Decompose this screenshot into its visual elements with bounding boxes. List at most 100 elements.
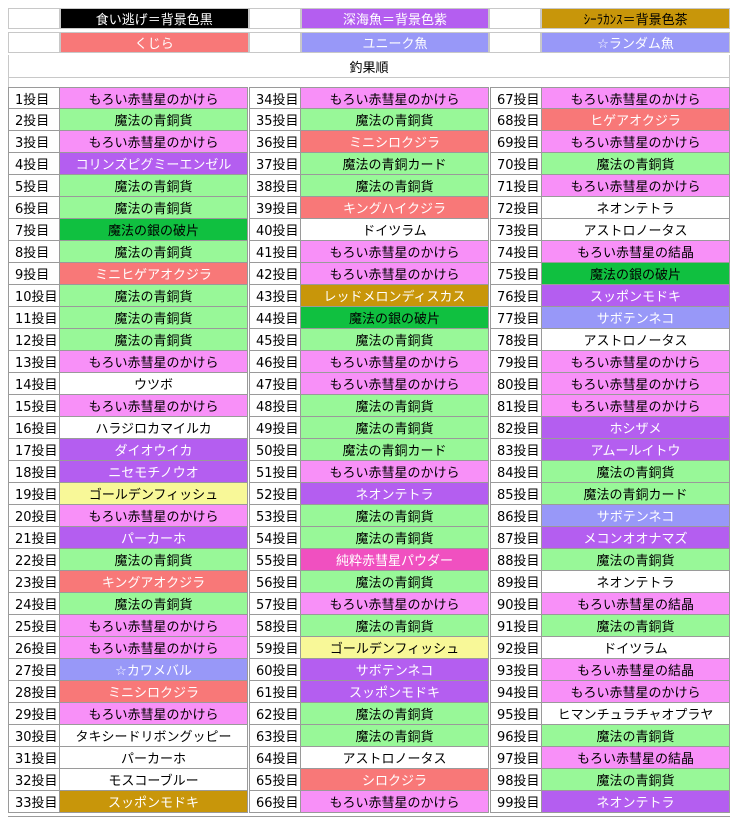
- throw-number-cell[interactable]: 96投目: [490, 725, 542, 747]
- catch-name-cell[interactable]: ネオンテトラ: [542, 571, 730, 593]
- throw-number-cell[interactable]: 5投目: [8, 175, 60, 197]
- catch-name-cell[interactable]: ダイオウイカ: [60, 439, 248, 461]
- throw-number-cell[interactable]: 48投目: [249, 395, 301, 417]
- catch-name-cell[interactable]: 魔法の青銅貨: [542, 461, 730, 483]
- catch-name-cell[interactable]: 魔法の青銅貨: [60, 329, 248, 351]
- catch-name-cell[interactable]: 魔法の青銅貨: [60, 109, 248, 131]
- catch-name-cell[interactable]: もろい赤彗星のかけら: [60, 351, 248, 373]
- catch-name-cell[interactable]: ヒマンチュラチャオプラヤ: [542, 703, 730, 725]
- catch-name-cell[interactable]: 魔法の青銅貨: [301, 329, 489, 351]
- catch-name-cell[interactable]: ミニシロクジラ: [60, 681, 248, 703]
- catch-name-cell[interactable]: 魔法の銀の破片: [301, 307, 489, 329]
- catch-name-cell[interactable]: ミニシロクジラ: [301, 131, 489, 153]
- throw-number-cell[interactable]: 42投目: [249, 263, 301, 285]
- catch-name-cell[interactable]: ネオンテトラ: [542, 197, 730, 219]
- throw-number-cell[interactable]: 85投目: [490, 483, 542, 505]
- catch-name-cell[interactable]: もろい赤彗星のかけら: [60, 505, 248, 527]
- throw-number-cell[interactable]: 77投目: [490, 307, 542, 329]
- catch-name-cell[interactable]: 魔法の青銅貨: [60, 549, 248, 571]
- throw-number-cell[interactable]: 10投目: [8, 285, 60, 307]
- throw-number-cell[interactable]: 63投目: [249, 725, 301, 747]
- legend-coelacanth[interactable]: ｼｰﾗｶﾝｽ＝背景色茶: [541, 8, 730, 29]
- throw-number-cell[interactable]: 23投目: [8, 571, 60, 593]
- legend-empty-cell[interactable]: [8, 32, 60, 53]
- throw-number-cell[interactable]: 92投目: [490, 637, 542, 659]
- throw-number-cell[interactable]: 53投目: [249, 505, 301, 527]
- throw-number-cell[interactable]: 13投目: [8, 351, 60, 373]
- catch-name-cell[interactable]: ネオンテトラ: [301, 483, 489, 505]
- throw-number-cell[interactable]: 74投目: [490, 241, 542, 263]
- throw-number-cell[interactable]: 47投目: [249, 373, 301, 395]
- throw-number-cell[interactable]: 50投目: [249, 439, 301, 461]
- throw-number-cell[interactable]: 35投目: [249, 109, 301, 131]
- throw-number-cell[interactable]: 51投目: [249, 461, 301, 483]
- throw-number-cell[interactable]: 17投目: [8, 439, 60, 461]
- catch-order-title[interactable]: 釣果順: [8, 55, 730, 78]
- throw-number-cell[interactable]: 38投目: [249, 175, 301, 197]
- throw-number-cell[interactable]: 2投目: [8, 109, 60, 131]
- catch-name-cell[interactable]: 魔法の青銅貨: [301, 615, 489, 637]
- throw-number-cell[interactable]: 98投目: [490, 769, 542, 791]
- catch-name-cell[interactable]: もろい赤彗星のかけら: [301, 461, 489, 483]
- throw-number-cell[interactable]: 89投目: [490, 571, 542, 593]
- catch-name-cell[interactable]: 魔法の青銅貨: [301, 395, 489, 417]
- throw-number-cell[interactable]: 52投目: [249, 483, 301, 505]
- catch-name-cell[interactable]: 魔法の銀の破片: [60, 219, 248, 241]
- catch-name-cell[interactable]: もろい赤彗星のかけら: [60, 395, 248, 417]
- throw-number-cell[interactable]: 90投目: [490, 593, 542, 615]
- catch-name-cell[interactable]: 魔法の青銅カード: [301, 153, 489, 175]
- catch-name-cell[interactable]: 魔法の青銅貨: [301, 571, 489, 593]
- throw-number-cell[interactable]: 71投目: [490, 175, 542, 197]
- catch-name-cell[interactable]: 純粋赤彗星パウダー: [301, 549, 489, 571]
- throw-number-cell[interactable]: 46投目: [249, 351, 301, 373]
- catch-name-cell[interactable]: もろい赤彗星のかけら: [301, 791, 489, 813]
- catch-name-cell[interactable]: もろい赤彗星のかけら: [301, 241, 489, 263]
- catch-name-cell[interactable]: ネオンテトラ: [542, 791, 730, 813]
- legend-whale[interactable]: くじら: [59, 32, 249, 53]
- catch-name-cell[interactable]: 魔法の青銅貨: [301, 527, 489, 549]
- throw-number-cell[interactable]: 31投目: [8, 747, 60, 769]
- throw-number-cell[interactable]: 6投目: [8, 197, 60, 219]
- catch-name-cell[interactable]: もろい赤彗星のかけら: [60, 703, 248, 725]
- catch-name-cell[interactable]: キングハイクジラ: [301, 197, 489, 219]
- throw-number-cell[interactable]: 16投目: [8, 417, 60, 439]
- throw-number-cell[interactable]: 30投目: [8, 725, 60, 747]
- catch-name-cell[interactable]: メコンオオナマズ: [542, 527, 730, 549]
- legend-random-fish[interactable]: ☆ランダム魚: [541, 32, 730, 53]
- catch-name-cell[interactable]: もろい赤彗星のかけら: [301, 351, 489, 373]
- throw-number-cell[interactable]: 8投目: [8, 241, 60, 263]
- throw-number-cell[interactable]: 64投目: [249, 747, 301, 769]
- catch-name-cell[interactable]: サボテンネコ: [542, 505, 730, 527]
- catch-name-cell[interactable]: もろい赤彗星のかけら: [60, 637, 248, 659]
- throw-number-cell[interactable]: 65投目: [249, 769, 301, 791]
- catch-name-cell[interactable]: もろい赤彗星の結晶: [542, 593, 730, 615]
- throw-number-cell[interactable]: 40投目: [249, 219, 301, 241]
- catch-name-cell[interactable]: アストロノータス: [542, 329, 730, 351]
- throw-number-cell[interactable]: 83投目: [490, 439, 542, 461]
- legend-deep-sea[interactable]: 深海魚＝背景色紫: [300, 8, 490, 29]
- catch-name-cell[interactable]: もろい赤彗星のかけら: [301, 593, 489, 615]
- catch-name-cell[interactable]: ドイツラム: [301, 219, 489, 241]
- throw-number-cell[interactable]: 72投目: [490, 197, 542, 219]
- catch-name-cell[interactable]: タキシードリボングッピー: [60, 725, 248, 747]
- catch-name-cell[interactable]: 魔法の青銅貨: [60, 197, 248, 219]
- catch-name-cell[interactable]: 魔法の青銅貨: [301, 109, 489, 131]
- catch-name-cell[interactable]: もろい赤彗星のかけら: [542, 681, 730, 703]
- throw-number-cell[interactable]: 86投目: [490, 505, 542, 527]
- throw-number-cell[interactable]: 69投目: [490, 131, 542, 153]
- catch-name-cell[interactable]: 魔法の青銅貨: [301, 703, 489, 725]
- throw-number-cell[interactable]: 58投目: [249, 615, 301, 637]
- catch-name-cell[interactable]: ヒゲアオクジラ: [542, 109, 730, 131]
- throw-number-cell[interactable]: 14投目: [8, 373, 60, 395]
- throw-number-cell[interactable]: 9投目: [8, 263, 60, 285]
- throw-number-cell[interactable]: 78投目: [490, 329, 542, 351]
- catch-name-cell[interactable]: シロクジラ: [301, 769, 489, 791]
- catch-name-cell[interactable]: キングアオクジラ: [60, 571, 248, 593]
- catch-name-cell[interactable]: レッドメロンディスカス: [301, 285, 489, 307]
- throw-number-cell[interactable]: 84投目: [490, 461, 542, 483]
- catch-name-cell[interactable]: もろい赤彗星の結晶: [542, 659, 730, 681]
- catch-name-cell[interactable]: ウツボ: [60, 373, 248, 395]
- catch-name-cell[interactable]: もろい赤彗星のかけら: [542, 373, 730, 395]
- catch-name-cell[interactable]: 魔法の青銅貨: [542, 549, 730, 571]
- throw-number-cell[interactable]: 56投目: [249, 571, 301, 593]
